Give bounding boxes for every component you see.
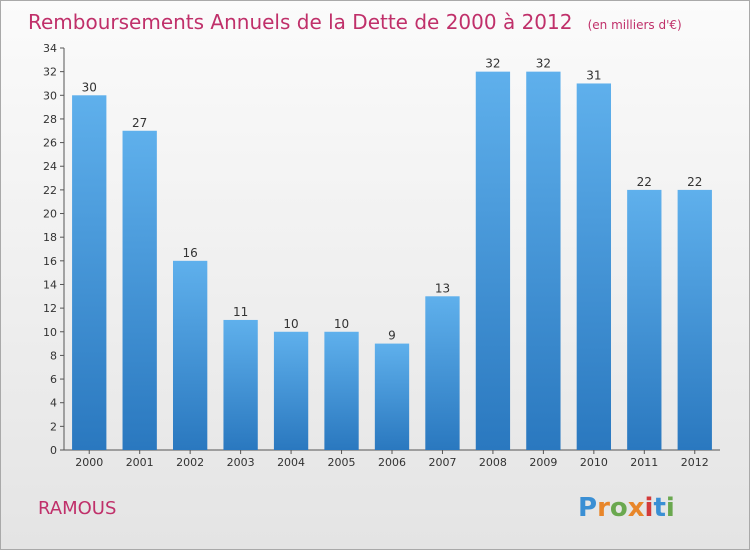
y-tick-label: 28 (43, 113, 57, 126)
y-tick-label: 32 (43, 66, 57, 79)
data-label-2001: 27 (132, 116, 147, 130)
y-tick-label: 34 (43, 42, 57, 55)
bar-2002 (172, 260, 208, 450)
data-label-2011: 22 (637, 175, 652, 189)
proxiti-logo-letter: i (666, 493, 675, 523)
x-tick-label: 2001 (126, 456, 154, 469)
y-tick-label: 4 (50, 397, 57, 410)
x-tick-label: 2010 (580, 456, 608, 469)
x-tick-label: 2009 (529, 456, 557, 469)
x-tick-label: 2006 (378, 456, 406, 469)
proxiti-logo-letter: o (610, 493, 628, 523)
proxiti-logo-letter: t (653, 493, 665, 523)
data-label-2003: 11 (233, 305, 248, 319)
x-tick-label: 2005 (328, 456, 356, 469)
x-tick-label: 2004 (277, 456, 305, 469)
data-label-2006: 9 (388, 329, 396, 343)
bar-2005 (324, 331, 359, 450)
bar-2007 (425, 296, 460, 450)
bar-2006 (374, 343, 410, 450)
bar-2008 (475, 71, 511, 450)
x-tick-label: 2011 (630, 456, 658, 469)
x-tick-label: 2000 (75, 456, 103, 469)
chart-title-unit: (en milliers d'€) (588, 18, 682, 32)
x-tick-label: 2002 (176, 456, 204, 469)
data-labels: 30 27 16 11 10 10 9 13 32 32 31 22 22 (82, 57, 703, 343)
bar-2004 (273, 331, 309, 450)
y-tick-label: 0 (50, 444, 57, 457)
x-tick-label: 2008 (479, 456, 507, 469)
data-label-2010: 31 (586, 68, 601, 82)
data-label-2005: 10 (334, 317, 349, 331)
bar-2000 (72, 95, 107, 450)
y-tick-label: 10 (43, 326, 57, 339)
x-tick-label: 2012 (681, 456, 709, 469)
data-label-2004: 10 (283, 317, 298, 331)
bar-2011 (627, 189, 662, 450)
chart-title-main: Remboursements Annuels de la Dette de 20… (28, 10, 572, 34)
y-tick-label: 6 (50, 373, 57, 386)
y-tick-label: 22 (43, 184, 57, 197)
x-tick-label: 2003 (227, 456, 255, 469)
bar-2009 (526, 71, 561, 450)
data-label-2002: 16 (183, 246, 198, 260)
bar-2001 (122, 130, 157, 450)
y-tick-label: 24 (43, 160, 57, 173)
y-tick-label: 18 (43, 231, 57, 244)
x-tick-label: 2007 (428, 456, 456, 469)
bar-2003 (223, 319, 258, 450)
proxiti-logo-letter: x (628, 493, 645, 523)
data-label-2007: 13 (435, 281, 450, 295)
x-axis: 2000 2001 2002 2003 2004 2005 2006 2007 2008 2009… (64, 449, 720, 469)
place-name: RAMOUS (38, 498, 116, 519)
data-label-2008: 32 (485, 57, 500, 71)
y-tick-label: 2 (50, 420, 57, 433)
y-tick-label: 12 (43, 302, 57, 315)
proxiti-logo-letter: i (645, 493, 654, 523)
y-tick-label: 20 (43, 208, 57, 221)
data-label-2012: 22 (687, 175, 702, 189)
data-label-2009: 32 (536, 57, 551, 71)
y-tick-label: 30 (43, 89, 57, 102)
y-tick-label: 8 (50, 349, 57, 362)
proxiti-logo-letter: r (597, 493, 610, 523)
proxiti-logo: Proxiti (578, 493, 675, 523)
y-tick-label: 16 (43, 255, 57, 268)
proxiti-logo-text: Proxiti (578, 493, 675, 523)
bars (72, 71, 712, 451)
chart-title: Remboursements Annuels de la Dette de 20… (28, 10, 682, 34)
proxiti-logo-letter: P (578, 493, 597, 523)
data-label-2000: 30 (82, 80, 97, 94)
bar-2012 (677, 189, 712, 450)
bar-2010 (576, 83, 612, 451)
y-tick-label: 26 (43, 137, 57, 150)
y-tick-label: 14 (43, 278, 57, 291)
